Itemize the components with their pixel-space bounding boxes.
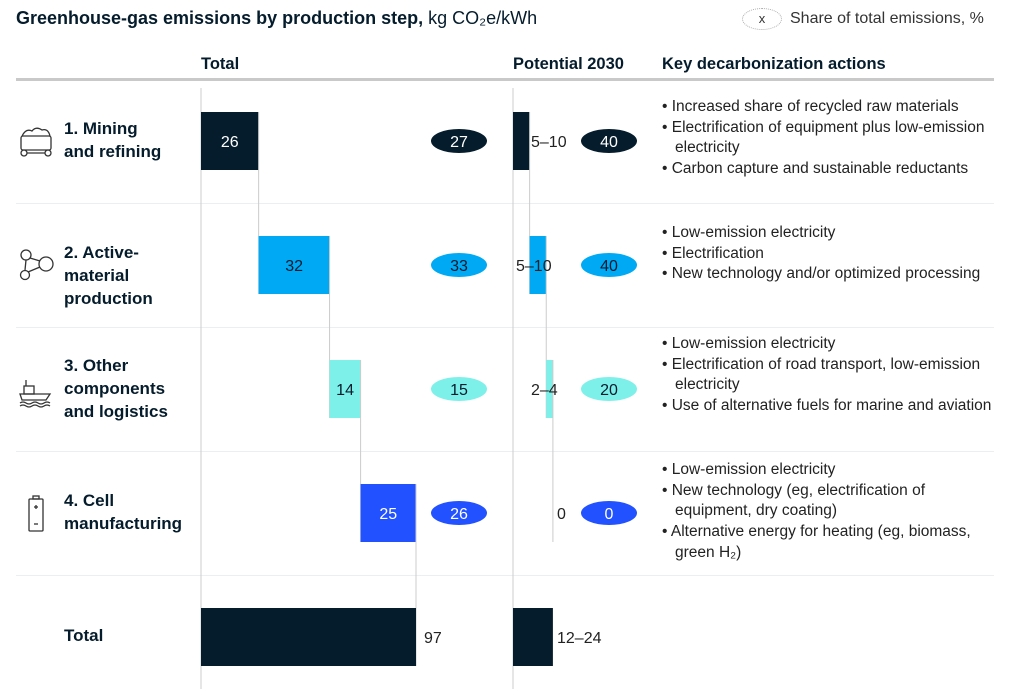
row-label: 4. Cell manufacturing: [64, 489, 182, 535]
action-item: • Low-emission electricity: [662, 335, 836, 352]
battery-icon: [28, 495, 44, 532]
total-value-label: 26: [221, 134, 239, 151]
potential-value-label: 5–10: [516, 258, 552, 275]
total-value-label: 32: [285, 258, 303, 275]
action-item: • Increased share of recycled raw materi…: [662, 98, 959, 115]
ship-icon: [19, 380, 52, 408]
potential-share-pill-text: 40: [600, 258, 618, 275]
potential-bar: [529, 236, 547, 294]
action-list: • Increased share of recycled raw materi…: [662, 97, 1002, 180]
action-item: • Electrification of equipment plus low-…: [662, 118, 985, 157]
action-list: • Low-emission electricity • New technolo…: [662, 460, 1002, 564]
action-item: • Carbon capture and sustainable reducta…: [662, 160, 969, 178]
row-label-line: manufacturing: [64, 514, 183, 533]
row-label-line: material: [64, 266, 130, 285]
row-divider: [16, 451, 994, 452]
potential-share-pill: [581, 129, 637, 153]
row-divider: [16, 327, 994, 328]
total-value-label: 25: [379, 506, 397, 523]
column-header-actions: Key decarbonization actions: [662, 55, 886, 73]
row-label-line: 2. Active-: [64, 243, 139, 262]
total-value-label: 97: [424, 630, 442, 647]
row-label-line: 4. Cell: [64, 491, 115, 510]
share-pill: [431, 501, 487, 525]
action-item: • Electrification of road transport, low…: [662, 355, 981, 394]
row-label-line: production: [64, 289, 153, 308]
action-item: • Low-emission electricity: [662, 461, 836, 478]
legend-symbol: x: [742, 8, 782, 30]
share-pill-text: 27: [450, 134, 468, 151]
chart-title: Greenhouse-gas emissions by production s…: [16, 8, 538, 28]
column-header-total: Total: [201, 55, 240, 73]
action-item: • New technology and/or optimized proces…: [662, 265, 981, 283]
row-divider: [16, 203, 994, 204]
row-label-line: 3. Other: [64, 356, 129, 375]
potential-bar: [546, 360, 553, 418]
mining-cart-icon: [20, 127, 52, 157]
potential-bar: [513, 112, 530, 170]
row-label-line: and refining: [64, 142, 162, 161]
row-label: 1. Mining and refining: [64, 117, 161, 163]
total-bar: [360, 484, 416, 542]
row-label-line: components: [64, 379, 166, 398]
row-label-line: 1. Mining: [64, 119, 138, 138]
potential-bar: [513, 608, 553, 666]
potential-share-pill-text: 0: [605, 506, 614, 523]
column-header-potential: Potential 2030: [513, 55, 624, 73]
potential-value-label: 12–24: [557, 630, 602, 647]
total-bar: [258, 236, 330, 294]
total-row-label: Total: [64, 626, 104, 645]
molecule-icon: [19, 249, 54, 281]
legend: x Share of total emissions, %: [742, 8, 984, 30]
total-bar: [201, 112, 259, 170]
legend-label: Share of total emissions, %: [790, 10, 984, 27]
row-label: 3. Other components and logistics: [64, 354, 168, 423]
row-label-line: and logistics: [64, 402, 168, 421]
share-pill-text: 26: [450, 506, 468, 523]
potential-share-pill-text: 40: [600, 134, 618, 151]
row-label: 2. Active-material production: [64, 241, 153, 310]
action-item: • Alternative energy for heating (eg, bi…: [662, 523, 971, 561]
action-list: • Low-emission electricity • Electrificat…: [662, 223, 1002, 285]
potential-share-pill: [581, 253, 637, 277]
header-rule: [16, 78, 994, 81]
action-item: • New technology (eg, electrification of…: [662, 481, 926, 520]
total-bar: [201, 608, 416, 666]
share-pill: [431, 377, 487, 401]
share-pill: [431, 129, 487, 153]
potential-share-pill: [581, 501, 637, 525]
action-item: • Electrification: [662, 244, 764, 262]
share-pill-text: 33: [450, 258, 468, 275]
share-pill-text: 15: [450, 382, 468, 399]
potential-value-label: 2–4: [531, 382, 558, 399]
action-item: • Use of alternative fuels for marine an…: [662, 397, 992, 415]
potential-share-pill-text: 20: [600, 382, 618, 399]
action-item: • Low-emission electricity: [662, 224, 836, 241]
row-divider: [16, 575, 994, 576]
potential-share-pill: [581, 377, 637, 401]
share-pill: [431, 253, 487, 277]
total-value-label: 14: [336, 382, 354, 399]
action-list: • Low-emission electricity • Electrificat…: [662, 334, 1002, 417]
total-bar: [329, 360, 361, 418]
potential-value-label: 5–10: [531, 134, 567, 151]
potential-value-label: 0: [557, 506, 566, 523]
